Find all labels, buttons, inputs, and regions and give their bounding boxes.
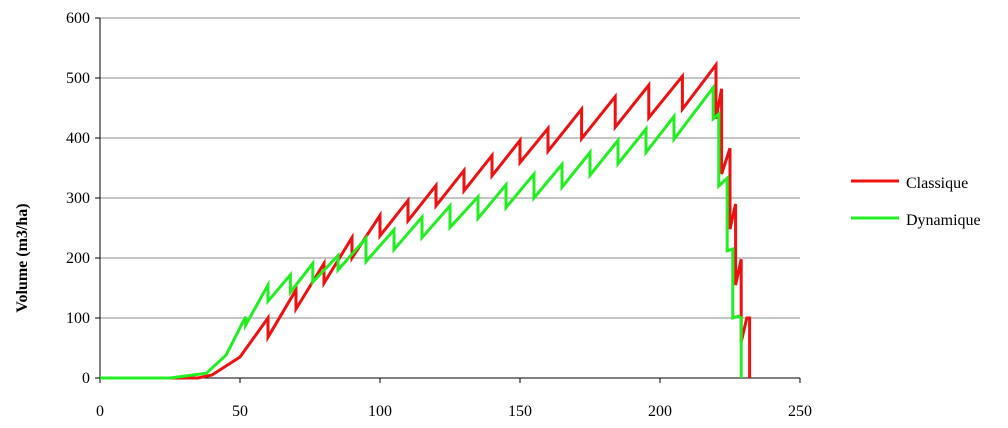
y-tick-label: 0: [82, 370, 90, 387]
axes: [95, 17, 801, 383]
gridlines: [100, 17, 800, 319]
x-tick-label: 100: [368, 403, 392, 420]
y-tick-label: 200: [66, 250, 90, 267]
y-tick-label: 400: [66, 130, 90, 147]
series-line-classique: [100, 60, 752, 380]
y-axis-label: Volume (m3/ha): [14, 203, 31, 312]
series-line-dynamique: [100, 83, 743, 380]
x-tick-label: 150: [508, 403, 532, 420]
y-tick-label: 600: [66, 10, 90, 27]
x-tick-label: 50: [232, 403, 248, 420]
x-tick-label: 0: [96, 403, 104, 420]
legend-label-dynamique: Dynamique: [906, 212, 981, 229]
series-lines: [100, 60, 752, 380]
tick-labels: 0 100 200 300 400 500 600 0 50 100 150 200 250: [66, 10, 812, 420]
x-tick-label: 250: [788, 403, 812, 420]
y-tick-label: 500: [66, 70, 90, 87]
x-tick-label: 200: [648, 403, 672, 420]
legend: Classique Dynamique: [851, 175, 981, 229]
y-tick-label: 100: [66, 310, 90, 327]
legend-label-classique: Classique: [906, 175, 968, 192]
y-tick-label: 300: [66, 190, 90, 207]
